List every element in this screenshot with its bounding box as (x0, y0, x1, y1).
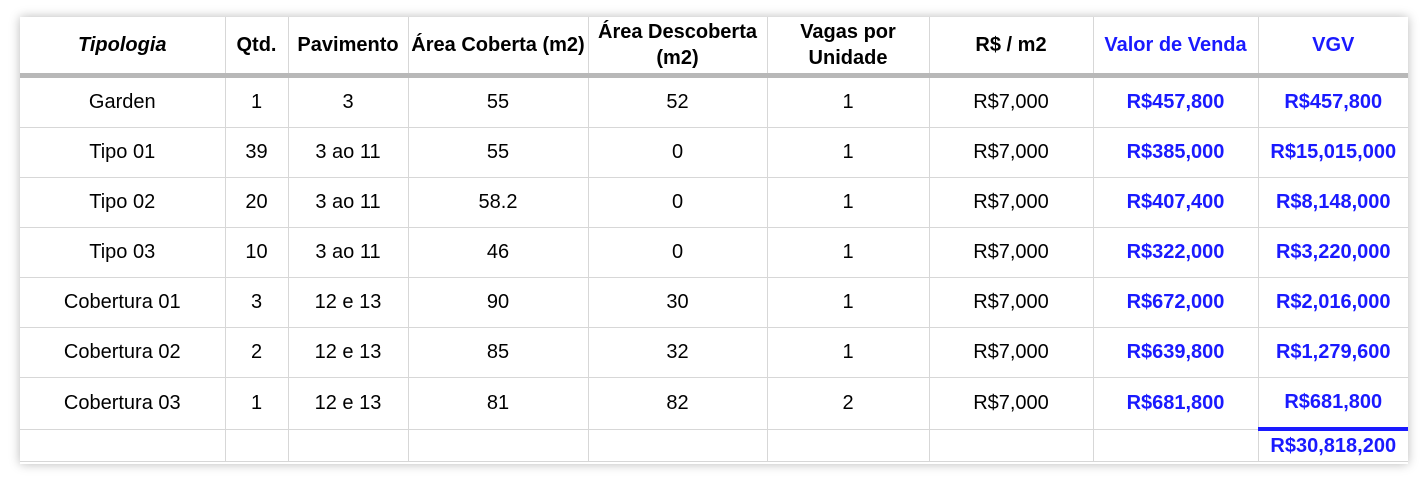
cell-vgv: R$1,279,600 (1257, 327, 1408, 378)
cell-vagas: 1 (766, 75, 930, 128)
cell-pavimento: 12 e 13 (287, 377, 409, 430)
cell-valor-venda: R$672,000 (1092, 277, 1259, 328)
cell-pavimento: 3 (287, 75, 409, 128)
cell-vgv: R$15,015,000 (1257, 127, 1408, 178)
cell-qtd: 2 (224, 327, 289, 378)
cell-tipologia: Tipo 02 (20, 177, 226, 228)
cell-vagas: 2 (766, 377, 930, 430)
cell-pavimento: 12 e 13 (287, 327, 409, 378)
vgv-table: Tipologia Qtd. Pavimento Área Coberta (m… (20, 17, 1408, 462)
cell-pavimento: 3 ao 11 (287, 227, 409, 278)
cell-area-descoberta: 0 (587, 177, 768, 228)
cell-area-coberta: 81 (407, 377, 589, 430)
cell-vagas: 1 (766, 277, 930, 328)
cell-area-descoberta: 0 (587, 127, 768, 178)
cell-valor-venda: R$385,000 (1092, 127, 1259, 178)
header-row: Tipologia Qtd. Pavimento Área Coberta (m… (20, 17, 1408, 78)
cell-area-descoberta: 52 (587, 75, 768, 128)
cell-qtd: 3 (224, 277, 289, 328)
table-row: Cobertura 02 2 12 e 13 85 32 1 R$7,000 R… (20, 327, 1408, 378)
cell-vagas: 1 (766, 127, 930, 178)
cell-tipologia: Cobertura 02 (20, 327, 226, 378)
cell-valor-venda: R$681,800 (1092, 377, 1259, 430)
cell-qtd: 1 (224, 75, 289, 128)
header-valor-venda: Valor de Venda (1092, 17, 1259, 78)
cell-qtd: 1 (224, 377, 289, 430)
header-pavimento: Pavimento (287, 17, 409, 78)
cell-area-coberta: 85 (407, 327, 589, 378)
vgv-table-sheet: Tipologia Qtd. Pavimento Área Coberta (m… (20, 17, 1408, 464)
cell-vagas: 1 (766, 227, 930, 278)
cell-pavimento: 12 e 13 (287, 277, 409, 328)
table-row: Tipo 03 10 3 ao 11 46 0 1 R$7,000 R$322,… (20, 227, 1408, 278)
empty-cell (766, 429, 930, 462)
table-row: Garden 1 3 55 52 1 R$7,000 R$457,800 R$4… (20, 75, 1408, 128)
cell-area-coberta: 55 (407, 75, 589, 128)
cell-vgv: R$681,800 (1257, 377, 1408, 430)
empty-cell (20, 429, 226, 462)
cell-tipologia: Tipo 03 (20, 227, 226, 278)
cell-qtd: 39 (224, 127, 289, 178)
header-vagas: Vagas por Unidade (766, 17, 930, 78)
cell-rs-m2: R$7,000 (928, 75, 1094, 128)
empty-cell (587, 429, 768, 462)
cell-qtd: 20 (224, 177, 289, 228)
cell-rs-m2: R$7,000 (928, 127, 1094, 178)
cell-vgv: R$8,148,000 (1257, 177, 1408, 228)
cell-valor-venda: R$407,400 (1092, 177, 1259, 228)
empty-cell (407, 429, 589, 462)
cell-vgv: R$3,220,000 (1257, 227, 1408, 278)
cell-area-descoberta: 0 (587, 227, 768, 278)
cell-vgv: R$457,800 (1257, 75, 1408, 128)
table-row: Cobertura 01 3 12 e 13 90 30 1 R$7,000 R… (20, 277, 1408, 328)
cell-tipologia: Cobertura 03 (20, 377, 226, 430)
table-row: Cobertura 03 1 12 e 13 81 82 2 R$7,000 R… (20, 377, 1408, 430)
cell-area-coberta: 58.2 (407, 177, 589, 228)
cell-area-coberta: 55 (407, 127, 589, 178)
cell-tipologia: Garden (20, 75, 226, 128)
cell-rs-m2: R$7,000 (928, 377, 1094, 430)
empty-cell (1092, 429, 1259, 462)
header-tipologia: Tipologia (20, 17, 226, 78)
cell-valor-venda: R$457,800 (1092, 75, 1259, 128)
total-vgv: R$30,818,200 (1257, 427, 1408, 462)
header-rs-m2: R$ / m2 (928, 17, 1094, 78)
cell-rs-m2: R$7,000 (928, 277, 1094, 328)
cell-pavimento: 3 ao 11 (287, 177, 409, 228)
cell-valor-venda: R$639,800 (1092, 327, 1259, 378)
cell-vgv: R$2,016,000 (1257, 277, 1408, 328)
total-row: R$30,818,200 (20, 427, 1408, 462)
table-row: Tipo 02 20 3 ao 11 58.2 0 1 R$7,000 R$40… (20, 177, 1408, 228)
header-area-descoberta: Área Descoberta (m2) (587, 17, 768, 78)
table-row: Tipo 01 39 3 ao 11 55 0 1 R$7,000 R$385,… (20, 127, 1408, 178)
empty-cell (224, 429, 289, 462)
cell-area-descoberta: 82 (587, 377, 768, 430)
cell-area-coberta: 46 (407, 227, 589, 278)
cell-tipologia: Cobertura 01 (20, 277, 226, 328)
header-area-coberta: Área Coberta (m2) (407, 17, 589, 78)
cell-rs-m2: R$7,000 (928, 227, 1094, 278)
cell-pavimento: 3 ao 11 (287, 127, 409, 178)
header-vgv: VGV (1257, 17, 1408, 78)
cell-tipologia: Tipo 01 (20, 127, 226, 178)
cell-vagas: 1 (766, 177, 930, 228)
empty-cell (928, 429, 1094, 462)
cell-valor-venda: R$322,000 (1092, 227, 1259, 278)
cell-qtd: 10 (224, 227, 289, 278)
cell-area-descoberta: 32 (587, 327, 768, 378)
cell-area-coberta: 90 (407, 277, 589, 328)
cell-area-descoberta: 30 (587, 277, 768, 328)
cell-rs-m2: R$7,000 (928, 177, 1094, 228)
header-qtd: Qtd. (224, 17, 289, 78)
cell-vagas: 1 (766, 327, 930, 378)
cell-rs-m2: R$7,000 (928, 327, 1094, 378)
empty-cell (287, 429, 409, 462)
